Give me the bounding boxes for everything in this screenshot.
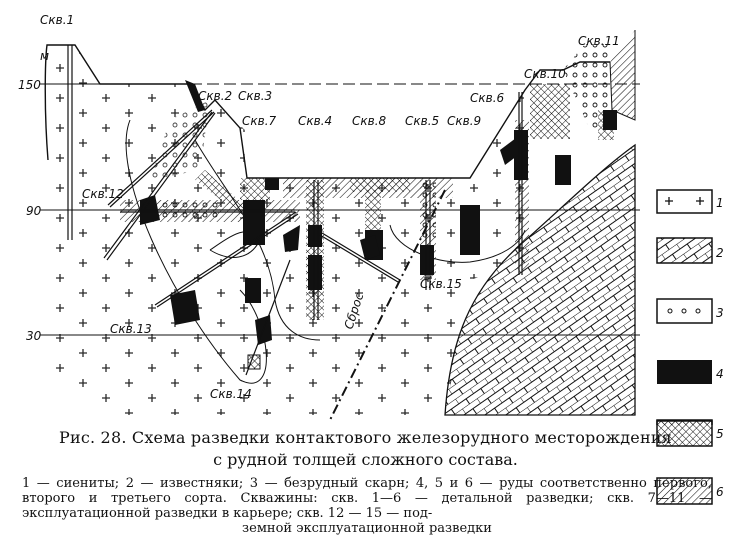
level-90-label: 90	[26, 204, 42, 218]
legend: 1 2 3 4	[656, 189, 724, 425]
well-label-14: Скв.14	[210, 387, 252, 401]
legend-description-end: земной эксплуатационной разведки	[242, 521, 492, 536]
well-label-8: Скв.8	[352, 114, 387, 128]
well-label-10: Скв.10	[524, 67, 566, 81]
legend-num-3: 3	[716, 306, 724, 320]
level-150-label: 150	[18, 78, 41, 92]
figure-title-line2: с рудной толщей сложного состава.	[213, 450, 518, 469]
well-label-9: Скв.9	[447, 114, 481, 128]
boreholes	[67, 45, 523, 376]
figure-title-line1: Рис. 28. Схема разведки контактового жел…	[59, 428, 672, 447]
level-30-label: 30	[26, 329, 42, 343]
well-label-6: Скв.6	[470, 91, 505, 105]
well-label-12: Скв.12	[82, 187, 124, 201]
well-label-5: Скв.5	[405, 114, 439, 128]
well-label-7: Скв.7	[242, 114, 277, 128]
well-label-11: Скв.11	[578, 34, 620, 48]
legend-num-4: 4	[716, 367, 724, 381]
figure-legend-text: 1 — сиениты; 2 — известняки; 3 — безрудн…	[22, 476, 712, 536]
well-label-13: Скв.13	[110, 322, 152, 336]
fault-line	[329, 189, 446, 421]
well-label-15: Скв.15	[420, 277, 462, 291]
geological-section-diagram: м 150 90 30 Скв.1 Скв.2 Скв.3 Скв.7 Скв.…	[18, 13, 724, 425]
well-label-2: Скв.2	[198, 89, 232, 103]
legend-description: 1 — сиениты; 2 — известняки; 3 — безрудн…	[22, 476, 712, 521]
well-label-4: Скв.4	[298, 114, 332, 128]
well-label-1: Скв.1	[40, 13, 74, 27]
legend-num-1: 1	[716, 196, 724, 210]
axis-unit: м	[40, 49, 49, 63]
well-label-3: Скв.3	[238, 89, 272, 103]
legend-num-6: 6	[716, 485, 724, 499]
legend-num-2: 2	[716, 246, 724, 260]
terrain-profile	[44, 44, 610, 179]
